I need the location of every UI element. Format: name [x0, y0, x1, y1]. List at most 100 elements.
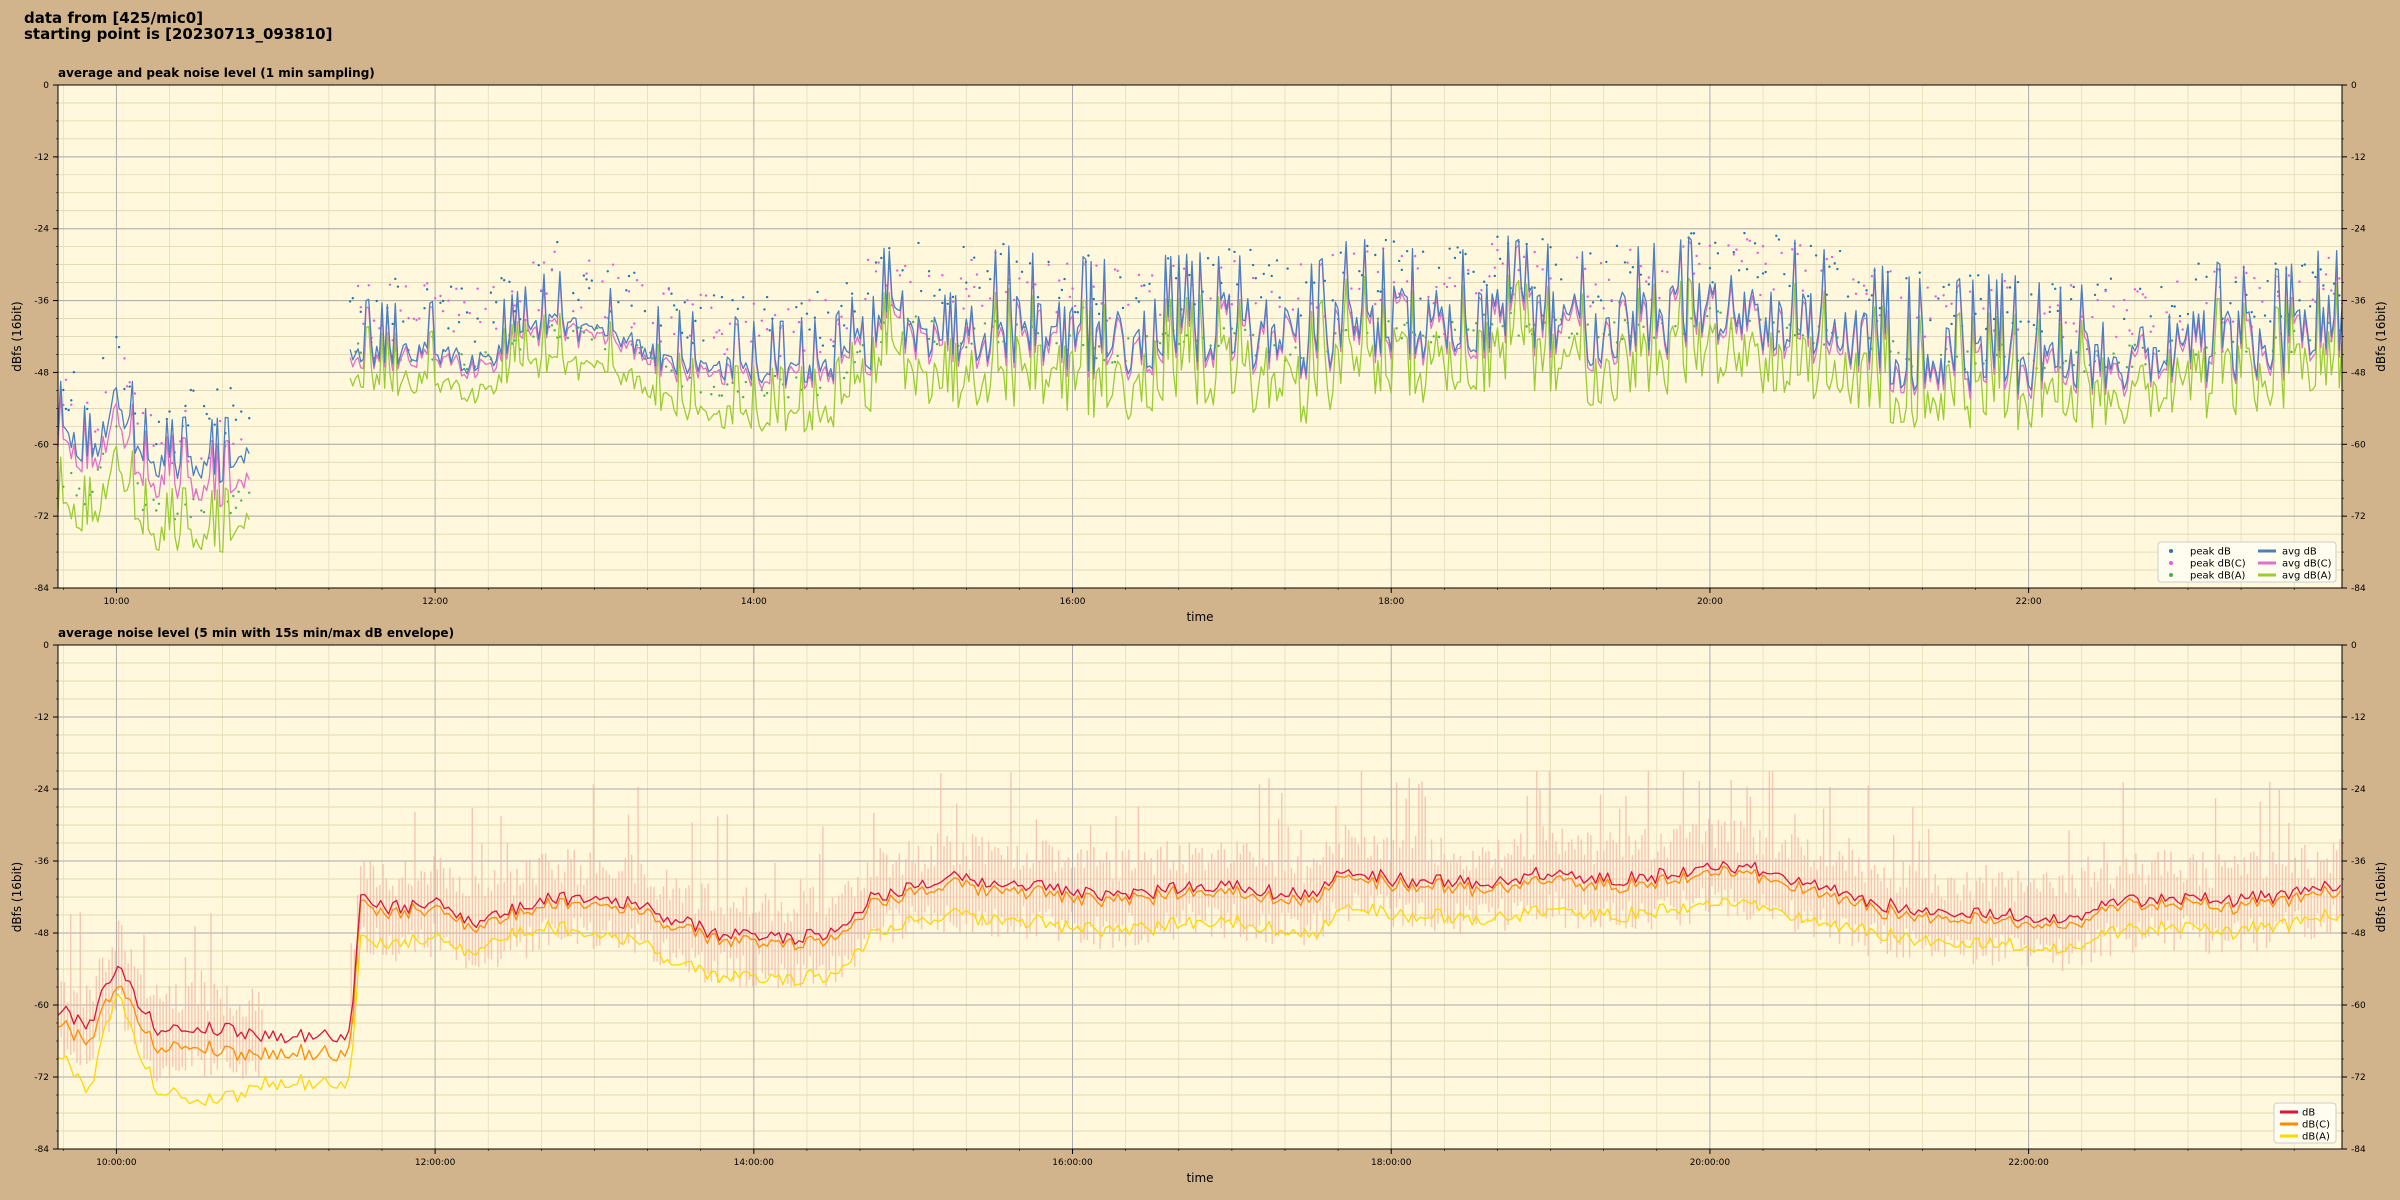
peak-point — [1804, 269, 1807, 272]
peak-point — [630, 304, 633, 307]
peak-point — [1413, 254, 1417, 258]
peak-point — [1352, 252, 1356, 255]
peak-point — [1660, 269, 1664, 273]
peak-point — [712, 336, 716, 339]
peak-point — [1174, 277, 1178, 280]
peak-point — [874, 270, 878, 273]
peak-point — [433, 297, 437, 300]
peak-point — [1613, 321, 1616, 324]
peak-point — [1185, 334, 1188, 337]
peak-point — [1533, 250, 1536, 254]
peak-point — [930, 320, 933, 323]
peak-point — [205, 412, 208, 416]
peak-point — [1647, 276, 1651, 279]
peak-point — [670, 316, 673, 319]
peak-point — [1448, 276, 1451, 280]
peak-point — [91, 490, 94, 494]
peak-point — [975, 273, 979, 276]
peak-point — [2056, 309, 2060, 313]
peak-point — [553, 329, 556, 332]
peak-point — [1570, 332, 1574, 335]
peak-point — [617, 276, 620, 280]
peak-point — [1081, 343, 1085, 347]
peak-point — [2053, 287, 2057, 291]
peak-point — [1148, 290, 1151, 293]
peak-point — [1403, 323, 1406, 327]
peak-point — [2149, 315, 2152, 318]
peak-point — [699, 306, 702, 310]
peak-point — [229, 386, 232, 390]
peak-point — [70, 399, 73, 402]
x-axis-label: time — [1186, 1171, 1213, 1185]
peak-point — [1366, 244, 1369, 248]
peak-point — [771, 317, 774, 320]
peak-point — [1432, 335, 1435, 338]
peak-point — [2130, 365, 2134, 368]
peak-point — [864, 297, 867, 301]
peak-point — [829, 338, 833, 341]
y-tick-label: -84 — [34, 584, 49, 594]
peak-point — [1243, 328, 1247, 332]
peak-point — [125, 385, 129, 388]
peak-point — [1631, 265, 1635, 269]
peak-point — [672, 304, 676, 307]
peak-point — [1095, 264, 1098, 267]
peak-point — [808, 328, 811, 331]
peak-point — [1737, 269, 1741, 272]
peak-point — [1209, 297, 1212, 300]
peak-point — [2330, 289, 2333, 292]
legend-label: dB — [2302, 1108, 2315, 1119]
peak-point — [1055, 311, 1058, 314]
peak-point — [2027, 352, 2030, 355]
peak-point — [1740, 260, 1743, 263]
peak-point — [840, 315, 843, 318]
y-tick-label: 0 — [2351, 641, 2357, 651]
peak-point — [633, 271, 636, 274]
peak-point — [760, 388, 763, 392]
peak-point — [2051, 283, 2054, 286]
peak-point — [617, 300, 620, 304]
peak-point — [768, 329, 771, 332]
peak-point — [2332, 282, 2336, 285]
peak-point — [909, 280, 912, 284]
peak-point — [853, 361, 856, 364]
peak-point — [2173, 305, 2176, 308]
peak-point — [1331, 253, 1334, 257]
peak-point — [545, 292, 548, 295]
y-tick-label: -36 — [2351, 857, 2366, 867]
peak-point — [1278, 296, 1281, 299]
peak-point — [819, 386, 822, 389]
peak-point — [773, 374, 777, 378]
peak-point — [1905, 277, 1908, 280]
peak-point — [1488, 275, 1491, 278]
peak-point — [407, 316, 410, 320]
peak-point — [1015, 260, 1018, 263]
peak-point — [1716, 252, 1720, 255]
peak-point — [1785, 326, 1789, 329]
peak-point — [1397, 259, 1401, 263]
peak-point — [1172, 264, 1175, 268]
peak-point — [2048, 305, 2052, 309]
peak-point — [2197, 262, 2200, 265]
y-tick-label: 0 — [43, 81, 49, 91]
peak-point — [1108, 317, 1111, 320]
peak-point — [1405, 249, 1409, 253]
peak-point — [808, 299, 811, 302]
y-axis-label-right: dBfs (16bit) — [2374, 301, 2388, 371]
peak-point — [518, 300, 522, 303]
peak-point — [1097, 312, 1101, 316]
peak-point — [399, 309, 402, 312]
peak-point — [1116, 269, 1119, 273]
peak-point — [447, 299, 450, 302]
peak-point — [874, 261, 878, 264]
peak-point — [2311, 271, 2314, 274]
peak-point — [1934, 295, 1937, 298]
x-tick-label: 16:00 — [1060, 597, 1086, 607]
peak-point — [1714, 241, 1717, 244]
peak-point — [1698, 262, 1701, 266]
peak-point — [1878, 306, 1882, 310]
peak-point — [1158, 341, 1162, 345]
peak-point — [2298, 280, 2301, 283]
y-tick-label: -36 — [34, 857, 49, 867]
peak-point — [951, 300, 955, 303]
